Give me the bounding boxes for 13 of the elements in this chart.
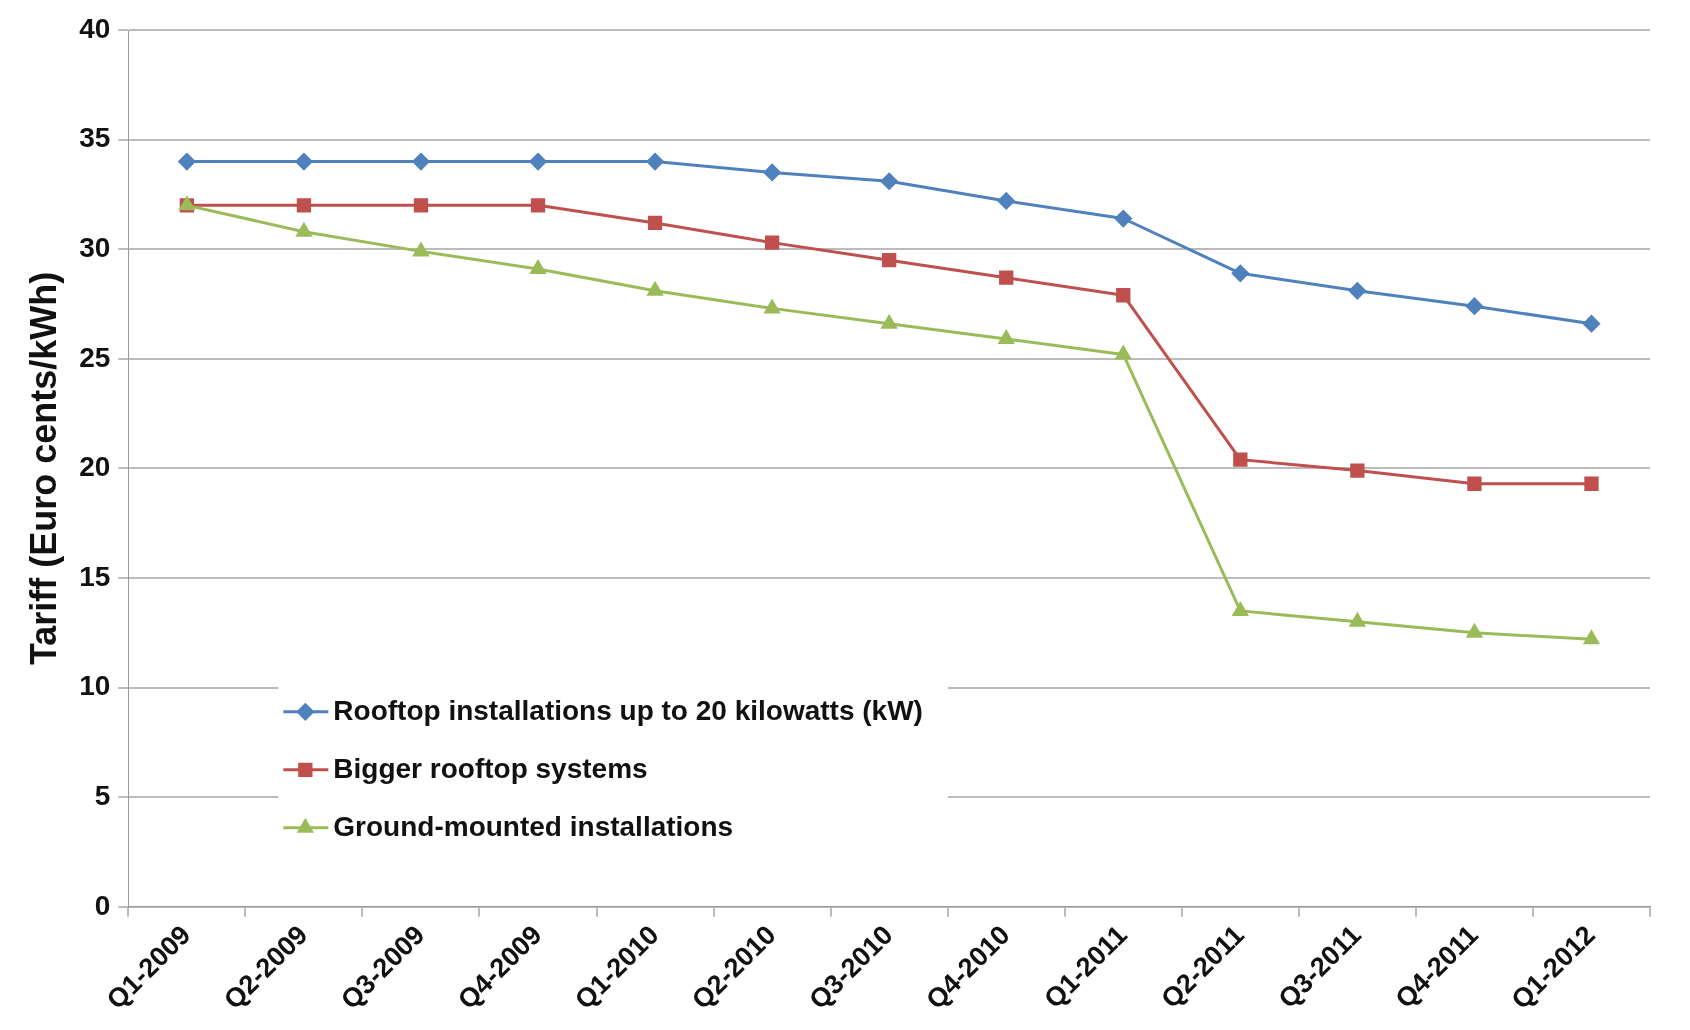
y-tick-label: 20 (79, 451, 111, 483)
y-tick-label: 5 (94, 779, 111, 811)
y-tick-label: 30 (79, 231, 111, 263)
y-axis-title: Tariff (Euro cents/kWh) (22, 271, 64, 666)
y-tick-label: 40 (79, 12, 111, 44)
legend-label: Rooftop installations up to 20 kilowatts (kW) (333, 694, 923, 726)
y-tick-label: 15 (79, 560, 111, 592)
legend-label: Bigger rooftop systems (333, 752, 648, 784)
y-tick-label: 35 (79, 122, 111, 154)
y-tick-label: 10 (79, 670, 111, 702)
y-tick-label: 0 (94, 889, 111, 921)
legend-label: Ground-mounted installations (333, 810, 734, 842)
y-tick-label: 25 (79, 341, 111, 373)
